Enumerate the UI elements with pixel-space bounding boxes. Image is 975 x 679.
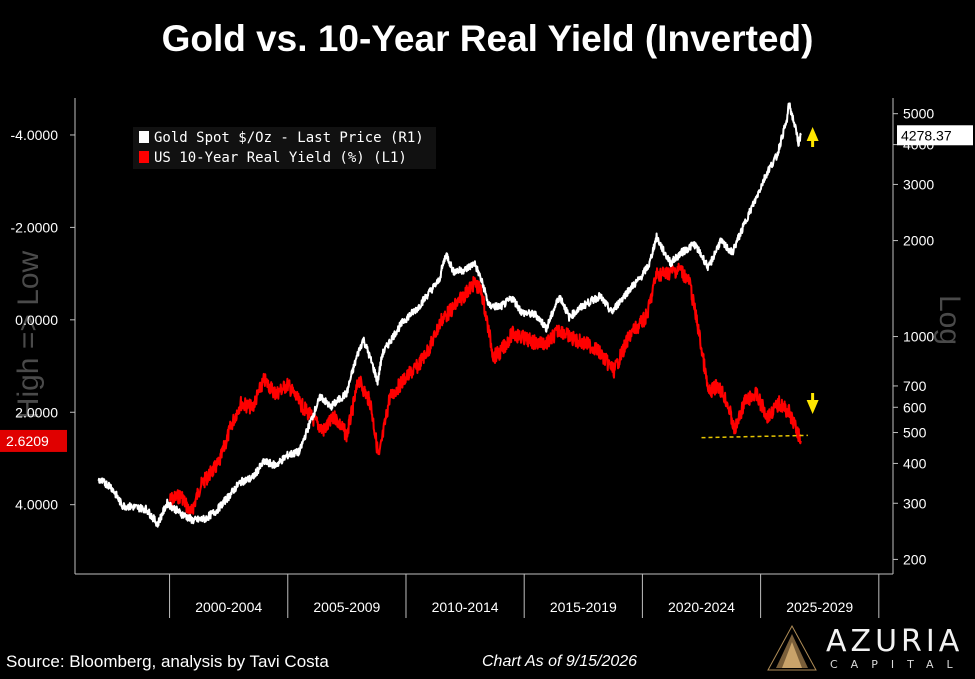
legend-label-gold: Gold Spot $/Oz - Last Price (R1) [154,130,424,146]
legend-label-yield: US 10-Year Real Yield (%) (L1) [154,150,407,166]
x-tick-label: 2015-2019 [550,599,617,615]
left-tick-label: 2.0000 [15,404,58,420]
x-tick-label: 2000-2004 [195,599,262,615]
right-tick-label: 2000 [903,233,934,249]
x-tick-label: 2010-2014 [432,599,499,615]
x-tick-label: 2005-2009 [313,599,380,615]
right-tick-label: 600 [903,399,927,415]
yield-last-value: 2.6209 [6,433,49,449]
yield-last-value-box [0,429,67,452]
left-tick-label: 0.0000 [15,312,58,328]
right-tick-label: 3000 [903,176,934,192]
gold-last-value: 4278.37 [901,127,952,143]
left-tick-label: 4.0000 [15,497,58,513]
x-tick-label: 2025-2029 [786,599,853,615]
right-tick-label: 5000 [903,106,934,122]
right-tick-label: 1000 [903,329,934,345]
x-tick-label: 2020-2024 [668,599,735,615]
real-yield-line [168,262,802,516]
gold-price-line [97,102,802,528]
gold-last-value-box [897,125,973,146]
chart-date: Chart As of 9/15/2026 [482,653,638,670]
chart-title: Gold vs. 10-Year Real Yield (Inverted) [161,18,814,59]
logo-name: AZURIA [826,624,964,659]
right-tick-label: 400 [903,455,927,471]
left-tick-label: -4.0000 [11,127,59,143]
logo-subtitle: CAPITAL [830,658,966,671]
support-dashed-line [701,434,808,439]
legend-box [133,127,436,169]
right-tick-label: 300 [903,495,927,511]
left-axis-watermark: High => Low [12,250,45,419]
left-tick-label: -2.0000 [11,219,59,235]
up-arrow-icon [806,127,819,141]
logo-mark-icon [767,624,817,671]
right-axis-watermark: Log [933,295,966,345]
up-arrow-stem [811,139,815,147]
right-tick-label: 700 [903,378,927,394]
right-tick-label: 500 [903,425,927,441]
azuria-logo: AZURIA CAPITAL [760,622,970,674]
legend-swatch-gold [139,131,149,143]
down-arrow-stem [811,393,815,401]
down-arrow-icon [806,400,819,414]
source-note: Source: Bloomberg, analysis by Tavi Cost… [6,652,329,671]
legend-swatch-yield [139,151,149,163]
right-tick-label: 200 [903,551,927,567]
